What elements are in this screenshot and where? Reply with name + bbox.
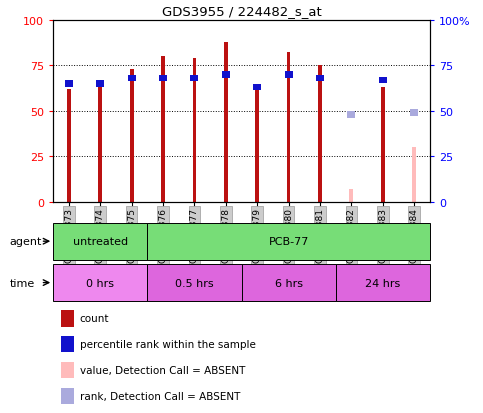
- Bar: [53, 264, 147, 301]
- Bar: [53, 223, 147, 260]
- Bar: [224, 43, 227, 202]
- Bar: [316, 76, 324, 82]
- Bar: [318, 66, 322, 202]
- Bar: [350, 190, 353, 202]
- Bar: [381, 88, 384, 202]
- Text: agent: agent: [10, 237, 42, 247]
- Bar: [336, 264, 430, 301]
- Text: untreated: untreated: [72, 237, 128, 247]
- Bar: [130, 70, 133, 202]
- Text: time: time: [10, 278, 35, 288]
- Bar: [96, 81, 104, 88]
- Bar: [61, 310, 74, 327]
- Bar: [61, 336, 74, 353]
- Bar: [99, 88, 102, 202]
- Bar: [147, 264, 242, 301]
- Bar: [287, 53, 290, 202]
- Bar: [222, 72, 230, 78]
- Bar: [147, 223, 430, 260]
- Text: 6 hrs: 6 hrs: [275, 278, 302, 288]
- Text: rank, Detection Call = ABSENT: rank, Detection Call = ABSENT: [80, 391, 240, 401]
- Bar: [410, 110, 418, 116]
- Bar: [412, 148, 416, 202]
- Bar: [284, 72, 293, 78]
- Text: count: count: [80, 313, 109, 323]
- Bar: [347, 112, 355, 118]
- Text: 0 hrs: 0 hrs: [86, 278, 114, 288]
- Bar: [256, 88, 259, 202]
- Text: PCB-77: PCB-77: [269, 237, 309, 247]
- Bar: [61, 362, 74, 378]
- Bar: [379, 77, 387, 84]
- Text: value, Detection Call = ABSENT: value, Detection Call = ABSENT: [80, 365, 245, 375]
- Text: 24 hrs: 24 hrs: [365, 278, 400, 288]
- Bar: [159, 76, 167, 82]
- Bar: [67, 90, 71, 202]
- Bar: [253, 85, 261, 91]
- Bar: [190, 76, 199, 82]
- Text: 0.5 hrs: 0.5 hrs: [175, 278, 213, 288]
- Title: GDS3955 / 224482_s_at: GDS3955 / 224482_s_at: [162, 5, 321, 18]
- Bar: [193, 59, 196, 202]
- Bar: [161, 57, 165, 202]
- Bar: [242, 264, 336, 301]
- Text: percentile rank within the sample: percentile rank within the sample: [80, 339, 256, 349]
- Bar: [65, 81, 73, 88]
- Bar: [61, 388, 74, 404]
- Bar: [128, 76, 136, 82]
